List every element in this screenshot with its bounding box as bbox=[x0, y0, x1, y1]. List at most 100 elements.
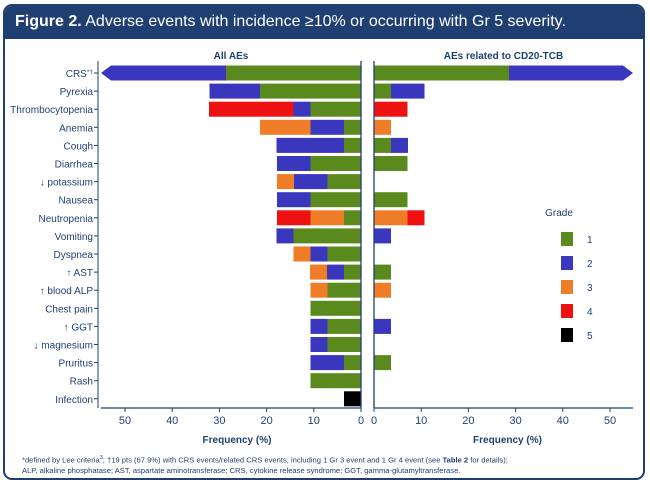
legend-label-grade-1: 1 bbox=[587, 235, 593, 246]
category-label-pyrexia: Pyrexia bbox=[60, 87, 94, 98]
panel-related-aes: AEs related to CD20-TCB 0 10 20 30 40 50 Freque… bbox=[371, 51, 633, 446]
footnote-part2: ; †19 pts (67.9%) with CRS events/relate… bbox=[102, 455, 443, 465]
figure-frame: Figure 2. Adverse events with incidence … bbox=[3, 4, 645, 480]
legend-swatch-grade-3 bbox=[561, 280, 573, 294]
bar-all-aes-cough-grade-2 bbox=[276, 137, 345, 153]
category-label-diarrhea: Diarrhea bbox=[55, 160, 94, 171]
legend-swatch-grade-1 bbox=[561, 232, 573, 246]
category-label-crs: CRS*† bbox=[66, 69, 94, 81]
category-label-rash: Rash bbox=[70, 377, 93, 388]
bar-all-aes-neutropenia-grade-1 bbox=[344, 210, 361, 226]
category-label-vomiting: Vomiting bbox=[55, 232, 93, 243]
category-label-thrombocytopenia: Thrombocytopenia bbox=[10, 105, 93, 116]
category-label-pruritus: Pruritus bbox=[59, 359, 93, 370]
category-label-ggt: ↑ GGT bbox=[64, 322, 93, 333]
bar-all-aes-thrombocytopenia-grade-4 bbox=[209, 101, 294, 117]
adverse-events-chart: CRS*† Pyrexia Thrombocytopenia Anemia Cough D… bbox=[10, 51, 633, 446]
bar-all-aes-magnesium-grade-2 bbox=[310, 337, 328, 352]
bar-related-aes-crs-grade-2 bbox=[508, 65, 623, 81]
x-tick-label-all-aes-20: 20 bbox=[260, 415, 272, 427]
bar-all-aes-nausea-grade-1 bbox=[310, 192, 361, 208]
bar-all-aes-neutropenia-grade-3 bbox=[310, 210, 345, 226]
x-tick-label-all-aes-10: 10 bbox=[308, 415, 320, 427]
bar-all-aes-dyspnea-grade-1 bbox=[327, 246, 361, 262]
bar-all-aes-pyrexia-grade-1 bbox=[259, 83, 361, 99]
legend-label-grade-4: 4 bbox=[587, 307, 593, 318]
bar-related-aes-thrombocytopenia-grade-4 bbox=[374, 101, 408, 117]
x-tick-label-related-aes-50: 50 bbox=[604, 415, 616, 427]
legend-swatch-grade-5 bbox=[561, 328, 573, 342]
bar-related-aes-diarrhea-grade-1 bbox=[374, 156, 408, 171]
category-label-magnesium: ↓ magnesium bbox=[34, 341, 93, 352]
panel-title-related-aes: AEs related to CD20-TCB bbox=[444, 51, 563, 62]
x-tick-label-all-aes-0: 0 bbox=[358, 415, 364, 427]
category-label-nausea: Nausea bbox=[59, 196, 94, 207]
footnote-part1: *defined by Lee criteria bbox=[22, 455, 100, 465]
bar-all-aes-ast-grade-3 bbox=[310, 264, 328, 280]
bars-all-aes bbox=[101, 65, 361, 407]
figure-title: Figure 2. Adverse events with incidence … bbox=[15, 13, 566, 31]
x-tick-label-all-aes-30: 30 bbox=[213, 415, 225, 427]
bar-related-aes-ast-grade-1 bbox=[374, 264, 391, 280]
bar-related-aes-pyrexia-grade-2 bbox=[390, 83, 425, 99]
bar-all-aes-thrombocytopenia-grade-2 bbox=[293, 101, 311, 117]
bar-arrow-related-aes-crs bbox=[623, 65, 633, 81]
legend-swatch-grade-4 bbox=[561, 304, 573, 318]
bar-all-aes-ast-grade-2 bbox=[327, 264, 345, 280]
panel-title-all-aes: All AEs bbox=[214, 51, 249, 62]
bar-related-aes-pyrexia-grade-1 bbox=[374, 83, 391, 99]
bar-related-aes-cough-grade-1 bbox=[374, 137, 391, 153]
bar-all-aes-dyspnea-grade-2 bbox=[310, 246, 328, 262]
bar-all-aes-pruritus-grade-2 bbox=[310, 355, 345, 371]
bar-related-aes-pruritus-grade-1 bbox=[374, 355, 391, 371]
bar-all-aes-dyspnea-grade-3 bbox=[293, 246, 311, 262]
bar-all-aes-anemia-grade-3 bbox=[259, 119, 311, 135]
bar-all-aes-chest-pain-grade-1 bbox=[310, 300, 361, 316]
bar-all-aes-diarrhea-grade-1 bbox=[310, 156, 361, 171]
bar-related-aes-blood-alp-grade-3 bbox=[374, 282, 391, 298]
bar-related-aes-vomiting-grade-2 bbox=[374, 228, 391, 244]
legend-label-grade-2: 2 bbox=[587, 259, 593, 270]
bar-all-aes-blood-alp-grade-1 bbox=[327, 282, 361, 298]
bar-all-aes-potassium-grade-2 bbox=[293, 174, 328, 190]
bar-all-aes-pruritus-grade-1 bbox=[344, 355, 361, 371]
category-label-infection: Infection bbox=[55, 395, 93, 406]
bar-all-aes-magnesium-grade-1 bbox=[327, 337, 361, 352]
legend-label-grade-3: 3 bbox=[587, 283, 593, 294]
bar-all-aes-anemia-grade-2 bbox=[310, 119, 345, 135]
bar-all-aes-infection-grade-5 bbox=[344, 391, 361, 407]
bar-all-aes-nausea-grade-2 bbox=[276, 192, 311, 208]
footnote-superscript: 3 bbox=[99, 455, 103, 461]
panel-all-aes: All AEs 0 10 20 30 40 50 Frequency (%) bbox=[101, 51, 364, 446]
bar-all-aes-vomiting-grade-2 bbox=[276, 228, 294, 244]
category-label-dyspnea: Dyspnea bbox=[54, 250, 94, 261]
x-tick-label-related-aes-0: 0 bbox=[371, 415, 377, 427]
bar-related-aes-crs-grade-1 bbox=[374, 65, 509, 81]
x-axis-title-all-aes: Frequency (%) bbox=[203, 435, 272, 446]
bar-arrow-all-aes-crs bbox=[101, 65, 111, 81]
bar-all-aes-potassium-grade-3 bbox=[276, 174, 294, 190]
bar-related-aes-nausea-grade-1 bbox=[374, 192, 408, 208]
figure-header: Figure 2. Adverse events with incidence … bbox=[5, 6, 643, 39]
bar-all-aes-ast-grade-1 bbox=[344, 264, 361, 280]
bar-related-aes-ggt-grade-2 bbox=[374, 318, 391, 334]
bar-all-aes-cough-grade-1 bbox=[344, 137, 361, 153]
figure-title-text: Adverse events with incidence ≥10% or oc… bbox=[85, 13, 566, 30]
bar-all-aes-crs-grade-1 bbox=[226, 65, 361, 81]
footnote: *defined by Lee criteria3; †19 pts (67.9… bbox=[22, 453, 632, 476]
category-label-blood-alp: ↑ blood ALP bbox=[40, 286, 94, 297]
bar-all-aes-ggt-grade-2 bbox=[310, 318, 328, 334]
figure-label: Figure 2. bbox=[15, 13, 82, 30]
bar-all-aes-blood-alp-grade-3 bbox=[310, 282, 328, 298]
bar-all-aes-neutropenia-grade-4 bbox=[276, 210, 311, 226]
footnote-table-ref: Table 2 bbox=[442, 455, 469, 465]
bars-related-aes bbox=[374, 65, 633, 371]
x-axis-title-related-aes: Frequency (%) bbox=[473, 435, 542, 446]
bar-related-aes-anemia-grade-3 bbox=[374, 119, 391, 135]
bar-all-aes-thrombocytopenia-grade-1 bbox=[310, 101, 361, 117]
category-label-potassium: ↓ potassium bbox=[40, 178, 93, 189]
footnote-abbreviations: ALP, alkaline phosphatase; AST, aspartat… bbox=[22, 465, 461, 475]
bar-all-aes-rash-grade-1 bbox=[310, 373, 361, 389]
bar-all-aes-potassium-grade-1 bbox=[327, 174, 361, 190]
bar-all-aes-diarrhea-grade-2 bbox=[276, 156, 311, 171]
